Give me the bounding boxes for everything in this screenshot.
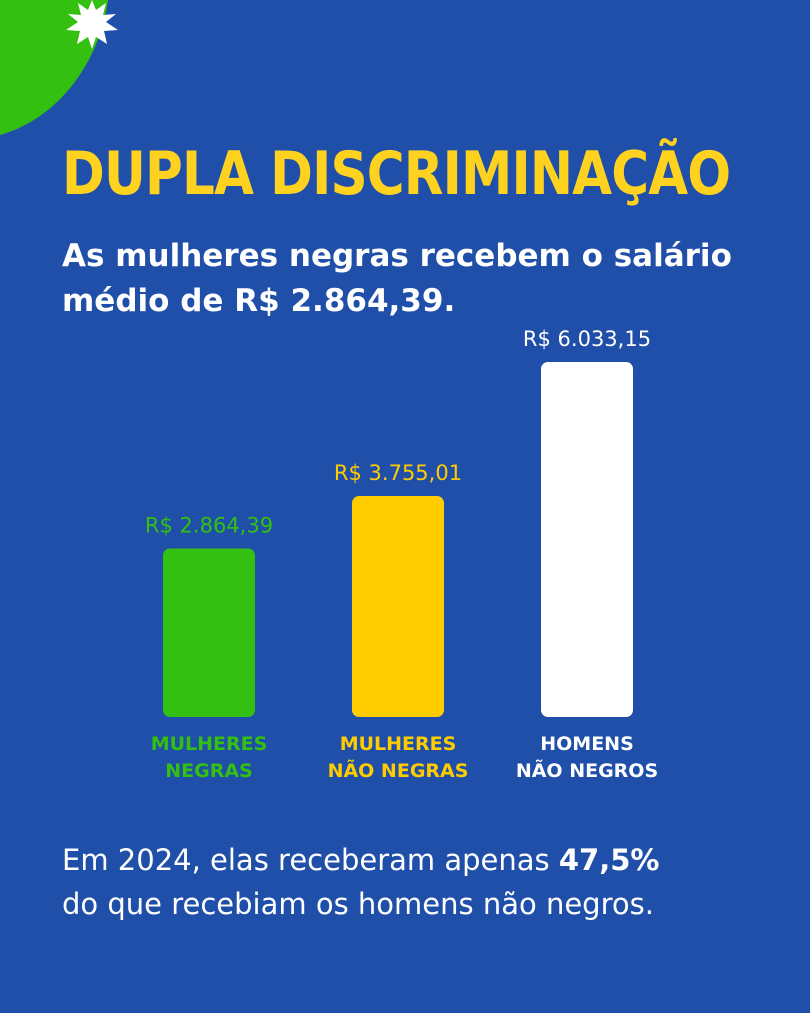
- category-label-2-line-2: NÃO NEGRAS: [328, 758, 469, 782]
- bar-3: [541, 362, 633, 717]
- corner-decoration: [0, 0, 118, 135]
- footer-part-1: Em 2024, elas receberam apenas: [62, 843, 559, 877]
- footer-line-2: do que recebiam os homens não negros.: [62, 887, 654, 921]
- category-label-2-line-1: MULHERES: [340, 733, 457, 755]
- value-label-2: R$ 3.755,01: [334, 461, 462, 485]
- category-label-1-line-1: MULHERES: [151, 733, 268, 755]
- starburst-icon: [66, 0, 118, 49]
- subtitle-line-2: médio de R$ 2.864,39.: [62, 283, 456, 319]
- category-label-3-line-2: NÃO NEGROS: [516, 758, 658, 782]
- subtitle: As mulheres negras recebem o salário méd…: [62, 234, 762, 324]
- page-title: DUPLA DISCRIMINAÇÃO: [62, 139, 731, 209]
- bar-2: [352, 496, 444, 717]
- bar-chart: R$ 2.864,39 MULHERES NEGRAS R$ 3.755,01 MULH…: [145, 327, 658, 782]
- footer-text: Em 2024, elas receberam apenas 47,5% do …: [62, 838, 782, 926]
- value-label-1: R$ 2.864,39: [145, 513, 273, 537]
- category-label-3-line-1: HOMENS: [540, 733, 634, 755]
- bar-1: [163, 548, 255, 717]
- footer-line-1: Em 2024, elas receberam apenas 47,5%: [62, 838, 782, 882]
- footer-highlight: 47,5%: [558, 843, 660, 877]
- value-label-3: R$ 6.033,15: [523, 327, 651, 351]
- subtitle-line-1: As mulheres negras recebem o salário: [62, 238, 732, 274]
- category-label-1-line-2: NEGRAS: [165, 760, 253, 782]
